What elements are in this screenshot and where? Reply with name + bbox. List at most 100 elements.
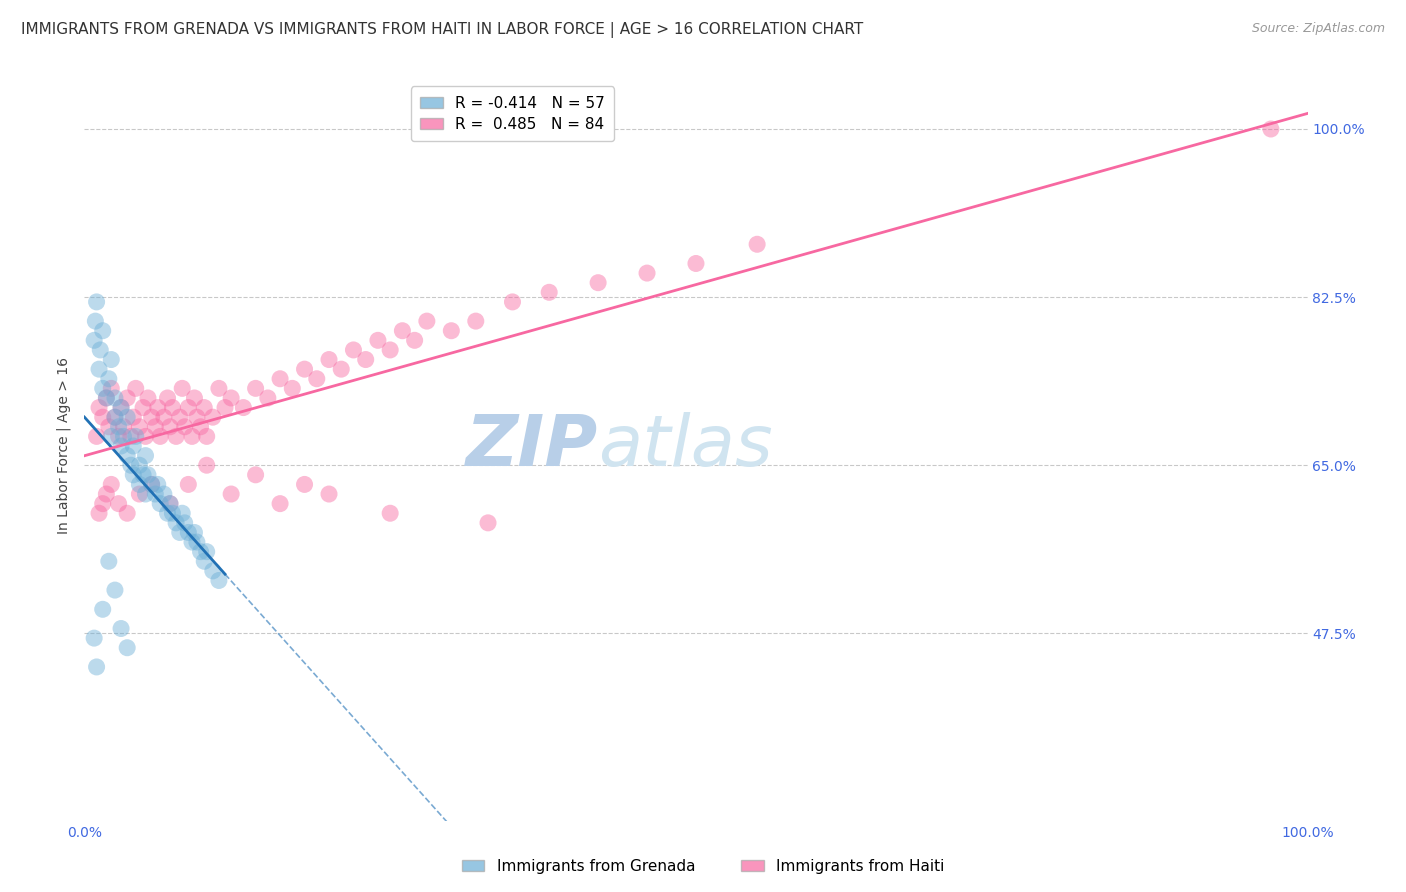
Point [195,429,218,443]
Point [636,266,658,280]
Point [96,391,118,405]
Point [391,324,413,338]
Point [342,343,364,357]
Text: IMMIGRANTS FROM GRENADA VS IMMIGRANTS FROM HAITI IN LABOR FORCE | AGE > 16 CORRE: IMMIGRANTS FROM GRENADA VS IMMIGRANTS FR… [21,22,863,38]
Point [186,410,208,425]
Point [214,401,236,415]
Point [159,497,181,511]
Point [107,497,129,511]
Point [87,506,110,520]
Point [195,544,218,558]
Point [146,477,169,491]
Point [112,429,135,443]
Point [232,401,254,415]
Point [84,314,107,328]
Point [257,391,280,405]
Point [193,401,215,415]
Point [91,381,114,395]
Point [190,544,212,558]
Point [96,487,118,501]
Point [141,477,163,491]
Text: atlas: atlas [598,411,773,481]
Point [294,477,316,491]
Point [132,467,155,482]
Point [190,419,212,434]
Text: ZIP: ZIP [465,411,598,481]
Point [294,362,316,376]
Point [141,477,163,491]
Point [538,285,561,300]
Point [318,352,340,367]
Point [87,362,110,376]
Point [128,458,150,473]
Point [153,487,176,501]
Point [141,410,163,425]
Point [120,458,142,473]
Point [146,401,169,415]
Point [100,352,122,367]
Point [477,516,499,530]
Point [91,602,114,616]
Point [115,640,138,655]
Point [97,419,120,434]
Point [97,554,120,568]
Point [416,314,439,328]
Point [149,497,172,511]
Point [149,429,172,443]
Point [104,391,127,405]
Point [440,324,463,338]
Point [136,391,159,405]
Point [135,487,157,501]
Point [186,535,208,549]
Point [181,535,204,549]
Point [1260,122,1282,136]
Point [165,429,187,443]
Point [159,419,181,434]
Y-axis label: In Labor Force | Age > 16: In Labor Force | Age > 16 [56,358,72,534]
Point [110,622,132,636]
Point [115,449,138,463]
Point [100,477,122,491]
Point [219,391,242,405]
Point [91,497,114,511]
Point [135,429,157,443]
Point [173,419,195,434]
Point [502,294,524,309]
Point [162,401,184,415]
Point [128,419,150,434]
Point [367,334,389,348]
Point [404,334,426,348]
Point [208,381,231,395]
Point [115,391,138,405]
Point [165,516,187,530]
Legend: R = -0.414   N = 57, R =  0.485   N = 84: R = -0.414 N = 57, R = 0.485 N = 84 [411,87,614,141]
Point [330,362,353,376]
Point [104,583,127,598]
Point [122,439,145,453]
Point [318,487,340,501]
Point [110,401,132,415]
Point [128,487,150,501]
Point [132,401,155,415]
Point [156,391,179,405]
Point [177,477,200,491]
Point [83,631,105,645]
Point [128,477,150,491]
Point [747,237,769,252]
Point [181,429,204,443]
Point [110,439,132,453]
Point [169,525,191,540]
Point [83,334,105,348]
Point [112,419,135,434]
Point [143,419,166,434]
Point [120,429,142,443]
Point [201,564,224,578]
Point [219,487,242,501]
Point [86,660,108,674]
Point [169,410,191,425]
Point [159,497,181,511]
Point [122,410,145,425]
Point [91,324,114,338]
Point [305,372,328,386]
Point [110,401,132,415]
